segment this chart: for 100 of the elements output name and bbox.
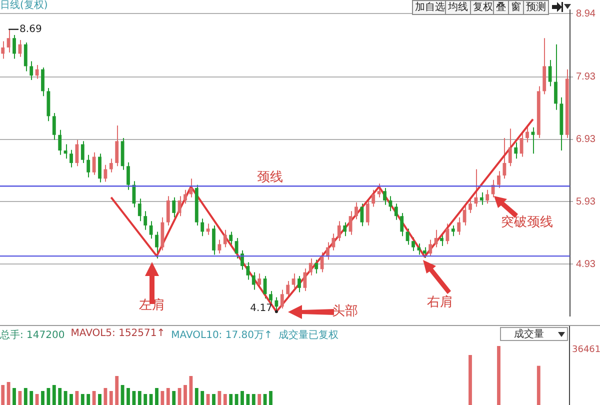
candlestick <box>12 34 16 60</box>
candlestick <box>468 199 472 214</box>
candlestick <box>406 228 410 246</box>
candlestick <box>138 198 142 222</box>
candlestick <box>274 296 278 312</box>
candlestick <box>132 180 136 208</box>
candlestick <box>92 152 96 176</box>
candlestick <box>52 112 56 140</box>
candlestick <box>184 189 187 204</box>
candlestick <box>269 290 272 306</box>
candlestick <box>234 237 238 260</box>
annotation: 头部 <box>332 303 358 320</box>
candlestick <box>457 216 461 236</box>
candlestick <box>348 210 352 236</box>
candlestick <box>200 218 204 237</box>
candlestick <box>554 44 558 110</box>
candlestick <box>155 231 158 260</box>
candlestick <box>428 239 432 257</box>
candlestick <box>497 170 500 188</box>
candlestick <box>520 133 524 158</box>
candlestick <box>394 203 398 220</box>
candlestick <box>508 128 512 167</box>
annotation: 复权 <box>470 0 496 15</box>
candlestick <box>280 289 284 310</box>
candlestick <box>30 60 34 80</box>
y-tick-label: 6.93 <box>576 134 596 146</box>
candlestick <box>422 246 426 258</box>
candlestick <box>252 272 256 290</box>
candlestick <box>178 196 182 217</box>
candlestick <box>434 229 438 248</box>
annotation: 叠 <box>493 0 509 15</box>
candlestick <box>258 273 262 288</box>
candlestick <box>337 220 341 242</box>
annotation: 左肩 <box>139 297 165 314</box>
candlestick <box>526 125 529 143</box>
candlestick <box>35 64 39 80</box>
candlestick <box>298 276 301 293</box>
candlestick <box>474 168 478 208</box>
candlestick <box>98 153 102 183</box>
candlestick <box>531 126 535 154</box>
candlestick <box>64 144 68 160</box>
candlestick <box>502 138 506 180</box>
candlestick <box>462 204 466 226</box>
candlestick <box>18 39 22 58</box>
candlestick <box>548 59 552 87</box>
candlestick <box>24 42 28 72</box>
candlestick <box>166 196 170 226</box>
candlestick <box>343 222 347 237</box>
candlestick <box>314 259 318 274</box>
candlestick <box>440 234 444 247</box>
annotation: 预测 <box>523 0 549 15</box>
candlestick <box>480 192 484 206</box>
candlestick <box>144 210 148 230</box>
ref-line-label: 颈线 <box>257 170 283 186</box>
candlestick <box>212 224 216 256</box>
text: MAVOL10: 17.80万↑ <box>171 329 272 342</box>
candlestick <box>172 196 176 218</box>
candlestick <box>292 273 296 288</box>
candlestick <box>446 223 450 245</box>
candlestick <box>417 243 421 256</box>
candlestick <box>80 140 84 164</box>
candlestick <box>366 199 370 226</box>
candlestick <box>240 250 244 270</box>
candlestick <box>320 252 324 273</box>
text: 总手: 147200 <box>0 328 65 342</box>
annotation: 4.17 <box>250 303 272 314</box>
chart-title: 日线(复权) <box>0 0 48 12</box>
candlestick <box>6 28 10 53</box>
annotation: 8.69 <box>20 24 42 35</box>
candlestick <box>388 196 392 212</box>
candlestick <box>109 158 113 173</box>
candlestick <box>246 262 250 280</box>
candlestick <box>332 233 336 251</box>
y-tick-label: 8.94 <box>576 8 596 20</box>
candlestick <box>400 212 404 237</box>
candlestick <box>451 224 455 237</box>
candlestick <box>115 125 119 167</box>
candlestick <box>149 220 153 240</box>
text: 成交量 <box>500 327 568 341</box>
annotation: 均线 <box>445 0 471 15</box>
candlestick <box>486 189 490 204</box>
text: 成交量已复权 <box>278 328 338 342</box>
candlestick <box>126 162 130 190</box>
candlestick <box>286 280 290 298</box>
candlestick <box>377 183 381 198</box>
candlestick <box>412 236 415 252</box>
annotation: 加自选 <box>412 0 448 15</box>
candlestick <box>303 268 307 292</box>
candlestick <box>223 229 227 248</box>
candlestick <box>218 239 222 254</box>
candlestick <box>229 231 233 246</box>
text: 36461 <box>572 344 600 356</box>
candlestick <box>263 276 267 300</box>
candlestick <box>104 164 108 182</box>
annotation: 窗 <box>508 0 524 15</box>
candlestick <box>1 40 5 60</box>
candlestick <box>58 129 62 156</box>
candlestick <box>189 178 193 198</box>
y-tick-label: 4.93 <box>576 258 596 270</box>
annotation: 突破颈线 <box>501 214 553 231</box>
